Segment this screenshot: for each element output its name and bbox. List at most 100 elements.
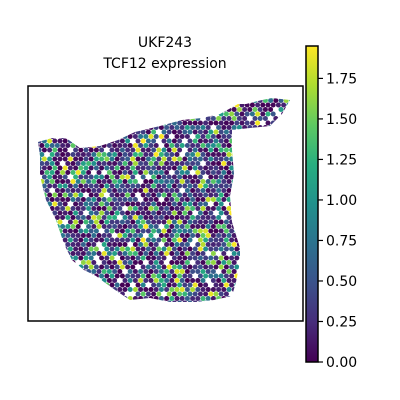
- tissue-spot: [297, 247, 302, 252]
- tissue-spot: [262, 107, 268, 112]
- tissue-spot: [255, 255, 261, 261]
- tissue-spot: [297, 256, 302, 261]
- tissue-spot: [244, 192, 250, 198]
- tissue-spot: [208, 219, 214, 225]
- tissue-spot: [255, 156, 261, 162]
- tissue-spot: [221, 179, 227, 184]
- tissue-spot: [283, 107, 289, 112]
- tissue-spot: [91, 233, 97, 238]
- tissue-spot: [156, 210, 162, 216]
- tissue-spot: [125, 129, 131, 135]
- tissue-spot: [185, 305, 190, 310]
- tissue-spot: [145, 120, 151, 126]
- tissue-spot: [244, 98, 250, 99]
- tissue-spot: [112, 143, 118, 148]
- tissue-spot: [122, 161, 128, 166]
- tissue-spot: [231, 179, 237, 184]
- tissue-spot: [109, 165, 115, 171]
- tissue-spot: [292, 193, 297, 198]
- tissue-spot: [52, 237, 58, 243]
- tissue-spot: [156, 156, 162, 162]
- tissue-spot: [158, 98, 164, 103]
- tissue-spot: [80, 143, 86, 148]
- tissue-spot: [255, 138, 261, 144]
- tissue-spot: [234, 228, 240, 234]
- tissue-spot: [112, 98, 118, 103]
- tissue-spot: [132, 197, 138, 202]
- tissue-spot: [91, 116, 97, 121]
- tissue-spot: [283, 269, 289, 274]
- tissue-spot: [57, 165, 63, 171]
- tissue-spot: [132, 188, 138, 193]
- tissue-spot: [278, 278, 284, 283]
- tissue-spot: [39, 242, 45, 247]
- tissue-spot: [153, 269, 159, 274]
- tissue-spot: [210, 161, 216, 166]
- tissue-spot: [205, 197, 211, 202]
- tissue-spot: [255, 165, 261, 171]
- tissue-spot: [174, 152, 180, 157]
- tissue-spot: [223, 156, 229, 162]
- tissue-spot: [216, 260, 222, 265]
- tissue-spot: [117, 269, 123, 274]
- tissue-spot: [166, 219, 172, 225]
- tissue-spot: [292, 202, 297, 207]
- tissue-spot: [132, 98, 138, 103]
- tissue-spot: [127, 269, 133, 274]
- tissue-spot: [119, 192, 125, 198]
- tissue-spot: [96, 152, 102, 157]
- tissue-spot: [127, 188, 133, 193]
- tissue-spot: [177, 264, 183, 270]
- tissue-spot: [229, 192, 235, 198]
- tissue-spot: [169, 269, 175, 274]
- tissue-spot: [244, 129, 250, 135]
- tissue-spot: [122, 116, 128, 121]
- tissue-spot: [218, 291, 224, 297]
- tissue-spot: [171, 192, 177, 198]
- tissue-spot: [221, 260, 227, 265]
- tissue-spot: [75, 197, 81, 202]
- tissue-spot: [218, 264, 224, 270]
- tissue-spot: [297, 220, 302, 225]
- tissue-spot: [109, 129, 115, 135]
- tissue-spot: [75, 233, 81, 238]
- tissue-spot: [169, 179, 175, 184]
- tissue-spot: [197, 219, 203, 225]
- tissue-spot: [171, 264, 177, 270]
- tissue-spot: [292, 184, 297, 189]
- tissue-spot: [148, 224, 154, 229]
- tissue-spot: [210, 233, 216, 238]
- tissue-spot: [216, 152, 222, 157]
- tissue-spot: [184, 287, 190, 292]
- tissue-spot: [78, 138, 84, 144]
- tissue-spot: [268, 251, 274, 256]
- tissue-spot: [203, 255, 209, 261]
- tissue-spot: [257, 197, 263, 202]
- tissue-spot: [190, 206, 196, 211]
- tissue-spot: [49, 134, 55, 139]
- tissue-spot: [195, 188, 201, 193]
- tissue-spot: [161, 111, 167, 117]
- tissue-spot: [197, 183, 203, 189]
- tissue-spot: [279, 305, 284, 310]
- tissue-spot: [171, 156, 177, 162]
- tissue-spot: [38, 102, 42, 108]
- tissue-spot: [174, 269, 180, 274]
- tissue-spot: [184, 170, 190, 175]
- tissue-spot: [174, 251, 180, 256]
- tissue-spot: [286, 201, 290, 207]
- tissue-spot: [234, 147, 240, 153]
- tissue-spot: [236, 215, 242, 220]
- tissue-spot: [78, 102, 84, 108]
- tissue-spot: [244, 291, 250, 297]
- tissue-spot: [39, 98, 45, 103]
- tissue-spot: [101, 107, 107, 112]
- tissue-spot: [86, 152, 92, 157]
- tissue-spot: [164, 215, 170, 220]
- tissue-spot: [62, 201, 68, 207]
- tissue-spot: [247, 179, 253, 184]
- tissue-spot: [119, 156, 125, 162]
- tissue-spot: [52, 183, 58, 189]
- tissue-spot: [153, 125, 159, 130]
- tissue-spot: [125, 165, 131, 171]
